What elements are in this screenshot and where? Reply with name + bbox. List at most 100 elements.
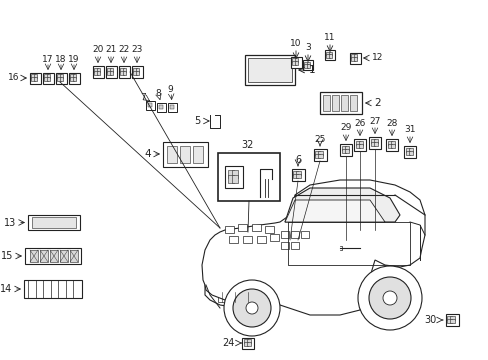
Bar	[291, 58, 295, 62]
Bar	[167, 146, 177, 163]
Text: 2: 2	[373, 98, 380, 108]
Bar	[290, 231, 298, 238]
Bar	[247, 58, 291, 82]
Circle shape	[357, 266, 421, 330]
Bar	[301, 231, 308, 238]
Text: 13: 13	[4, 217, 16, 228]
Bar	[60, 77, 63, 81]
Bar	[355, 144, 359, 148]
Bar	[30, 250, 38, 262]
Bar	[167, 103, 176, 112]
Bar	[296, 171, 300, 175]
Bar	[122, 68, 126, 72]
Bar	[46, 77, 50, 81]
Bar	[344, 149, 348, 153]
Text: 1: 1	[308, 65, 315, 75]
Bar	[120, 68, 123, 72]
Bar	[368, 137, 380, 149]
Bar	[349, 53, 360, 63]
Text: 3: 3	[305, 44, 310, 53]
Bar	[304, 64, 307, 68]
Bar	[42, 72, 53, 84]
Text: 4: 4	[144, 149, 151, 159]
Bar	[46, 74, 50, 78]
Bar	[373, 142, 377, 147]
Bar	[449, 319, 454, 324]
Bar	[358, 141, 362, 145]
Bar	[25, 248, 81, 264]
Bar	[244, 55, 294, 85]
Bar	[355, 141, 359, 145]
Bar	[341, 146, 345, 150]
Bar	[339, 144, 351, 156]
Bar	[231, 175, 238, 183]
Bar	[156, 103, 165, 112]
Circle shape	[232, 289, 270, 327]
Bar	[296, 174, 300, 179]
Text: 30: 30	[424, 315, 436, 325]
Text: 9: 9	[167, 85, 173, 94]
Bar	[70, 77, 74, 81]
Bar	[281, 242, 288, 249]
Bar	[218, 153, 280, 201]
Bar	[304, 62, 307, 66]
Text: 22: 22	[118, 45, 129, 54]
Polygon shape	[285, 200, 384, 222]
Bar	[243, 236, 251, 243]
Bar	[107, 71, 111, 76]
Text: 8: 8	[155, 89, 161, 98]
Bar	[306, 62, 309, 66]
Bar	[281, 231, 288, 238]
Bar	[158, 104, 163, 109]
Bar	[145, 100, 154, 109]
Text: 18: 18	[55, 55, 67, 64]
Bar	[315, 151, 319, 156]
Text: 10: 10	[290, 40, 301, 49]
Bar	[447, 319, 451, 324]
Text: 17: 17	[42, 55, 54, 64]
Bar	[318, 151, 322, 156]
Bar	[55, 72, 66, 84]
Bar	[246, 339, 250, 343]
Bar	[319, 92, 361, 114]
Bar	[28, 215, 80, 230]
Bar	[70, 74, 74, 78]
Polygon shape	[204, 262, 278, 308]
Bar	[323, 95, 329, 111]
Bar	[224, 166, 243, 188]
Bar	[193, 146, 203, 163]
Bar	[44, 74, 48, 78]
Circle shape	[368, 277, 410, 319]
Bar	[340, 95, 347, 111]
Bar	[109, 68, 113, 72]
Bar	[68, 72, 80, 84]
Bar	[387, 141, 391, 145]
Bar	[251, 224, 261, 231]
Bar	[331, 95, 338, 111]
Bar	[328, 51, 331, 55]
Bar	[291, 169, 304, 181]
Text: 25: 25	[314, 135, 325, 144]
Bar	[57, 77, 61, 81]
Bar	[242, 338, 253, 348]
Bar	[315, 154, 319, 158]
Bar	[390, 144, 394, 148]
Bar	[328, 54, 331, 58]
Bar	[407, 151, 412, 156]
Circle shape	[382, 291, 396, 305]
Bar	[227, 175, 233, 183]
Bar	[403, 146, 415, 158]
Text: 24: 24	[222, 338, 235, 348]
Bar	[34, 74, 38, 78]
Bar	[306, 64, 309, 68]
Text: 21: 21	[105, 45, 117, 54]
Bar	[246, 342, 250, 346]
Bar	[405, 151, 409, 156]
Bar	[169, 104, 174, 109]
Bar	[405, 148, 409, 153]
Bar	[131, 66, 142, 78]
Text: 29: 29	[340, 123, 351, 132]
Text: 7: 7	[140, 94, 145, 103]
Bar	[109, 71, 113, 76]
Bar	[97, 68, 100, 72]
